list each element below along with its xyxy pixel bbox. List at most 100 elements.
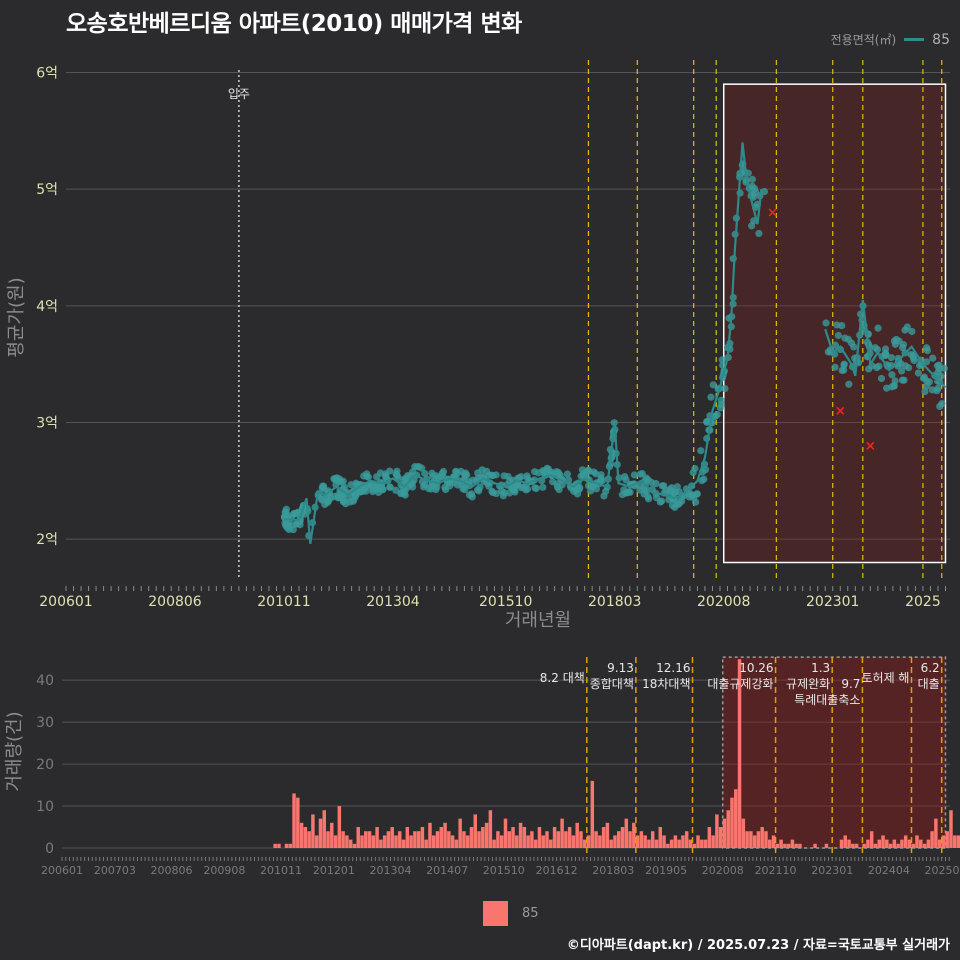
price-point: [701, 466, 710, 474]
price-point: [586, 487, 595, 495]
volume-bar: [401, 839, 406, 848]
price-point: [898, 367, 906, 375]
volume-bar: [518, 822, 523, 848]
volume-bar: [545, 831, 549, 848]
volume-y-tick: 40: [36, 673, 54, 689]
volume-bar: [654, 839, 659, 848]
volume-bar: [926, 839, 931, 848]
volume-bar: [609, 839, 613, 848]
volume-bar: [745, 831, 749, 848]
volume-bar: [790, 839, 795, 848]
price-point: [598, 476, 607, 485]
policy-annotation: 규제완화: [786, 677, 830, 691]
price-point: [539, 483, 547, 491]
price-point: [752, 188, 760, 196]
policy-annotation: 18차대책: [642, 676, 690, 691]
volume-bar: [639, 831, 644, 848]
price-x-tick: 201510: [479, 594, 532, 610]
price-point: [668, 484, 676, 492]
volume-bar: [945, 831, 949, 848]
volume-y-tick: 30: [36, 715, 54, 731]
price-x-tick: 2025: [905, 594, 941, 610]
volume-bar: [473, 814, 478, 848]
volume-bar: [839, 839, 844, 848]
volume-bar: [571, 835, 576, 848]
volume-bar: [549, 839, 553, 848]
price-x-tick: 201304: [366, 594, 420, 610]
policy-annotation: 8.2 대책: [540, 670, 585, 685]
price-point: [834, 331, 842, 340]
volume-bar: [469, 827, 474, 848]
volume-x-tick: 202404: [868, 864, 910, 877]
price-point: [640, 490, 648, 498]
price-point: [382, 473, 390, 481]
price-point: [923, 347, 932, 355]
volume-bar: [930, 831, 934, 848]
volume-bar: [575, 822, 579, 848]
volume-bar: [435, 831, 440, 848]
price-point: [506, 476, 514, 485]
volume-bar: [303, 827, 308, 848]
volume-x-tick: 201905: [645, 864, 687, 877]
volume-x-tick: 201201: [313, 864, 355, 877]
volume-bar: [420, 827, 425, 848]
volume-bar: [703, 839, 708, 848]
price-point: [452, 467, 460, 475]
volume-bar: [888, 843, 893, 848]
volume-bar: [541, 835, 545, 848]
price-point: [585, 467, 593, 475]
price-point: [871, 344, 879, 352]
policy-annotation: 10.26: [739, 661, 773, 675]
volume-bar: [752, 835, 757, 848]
volume-bar: [322, 810, 326, 848]
volume-x-tick: 200908: [203, 864, 245, 877]
volume-bar: [356, 827, 360, 848]
price-point: [621, 472, 629, 481]
volume-bar: [617, 831, 621, 848]
price-point: [335, 477, 343, 486]
price-x-marker: [866, 441, 875, 450]
price-point: [534, 469, 543, 477]
price-point: [379, 485, 387, 493]
price-point: [721, 384, 729, 393]
volume-bar: [692, 843, 696, 848]
volume-bar: [277, 843, 281, 848]
price-point: [578, 466, 587, 474]
volume-bar: [847, 839, 851, 848]
volume-bar: [669, 839, 674, 848]
price-point: [492, 471, 500, 479]
volume-bar: [741, 818, 746, 848]
volume-bar: [337, 806, 342, 848]
volume-bar: [564, 831, 568, 848]
price-point: [514, 474, 522, 482]
volume-bar: [707, 827, 712, 848]
price-x-tick: 202301: [806, 594, 859, 610]
volume-x-tick: 201407: [426, 864, 468, 877]
price-point: [459, 484, 467, 493]
volume-y-tick: 20: [36, 757, 54, 773]
volume-x-tick: 201612: [536, 864, 578, 877]
price-point: [330, 492, 339, 501]
price-point: [874, 324, 882, 332]
price-point: [697, 447, 705, 455]
price-point: [400, 489, 408, 498]
volume-bar: [922, 843, 927, 848]
volume-bar: [866, 839, 870, 848]
volume-bar: [715, 814, 719, 848]
volume-bar: [515, 835, 519, 848]
volume-x-tick: 200601: [41, 864, 83, 877]
price-point: [642, 474, 650, 482]
volume-bar: [439, 827, 444, 848]
price-point: [688, 491, 696, 499]
policy-annotation: 토허제 해: [862, 671, 910, 685]
chart-title: 오송호반베르디움 아파트(2010) 매매가격 변화: [66, 11, 522, 37]
volume-bar: [447, 831, 451, 848]
legend-line-swatch: [904, 38, 925, 41]
volume-bar: [307, 831, 311, 848]
volume-bar: [288, 843, 293, 848]
price-y-tick: 5억: [36, 182, 58, 198]
volume-bar: [405, 827, 410, 848]
price-point: [577, 472, 585, 480]
price-point: [865, 365, 873, 373]
